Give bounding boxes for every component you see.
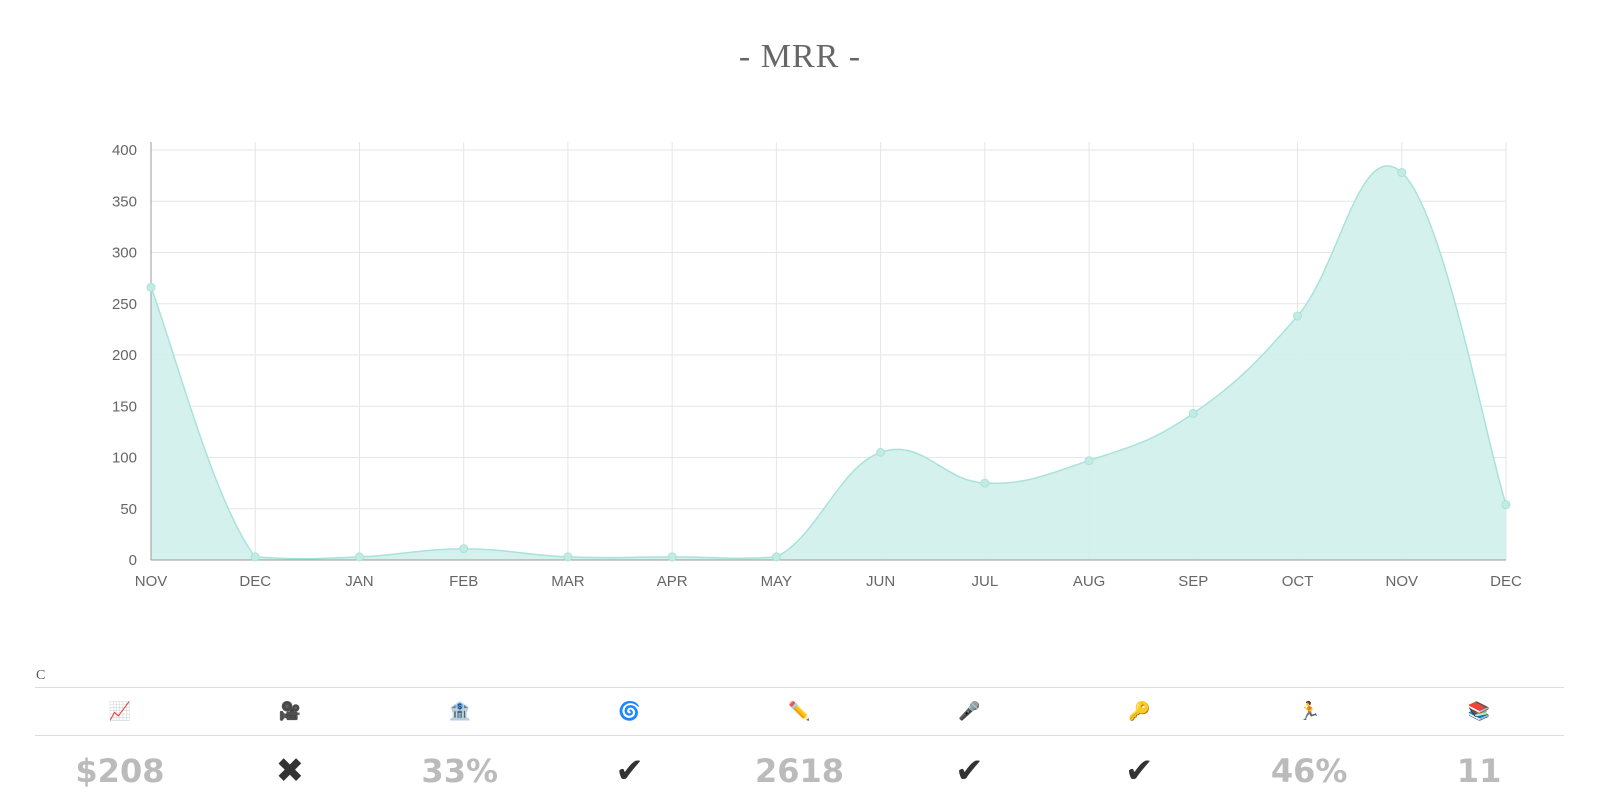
stat-value-books: 11 [1456,752,1502,790]
x-tick-label: APR [657,573,688,590]
x-tick-label: JUL [972,573,999,590]
data-point [1084,456,1094,466]
y-tick-label: 100 [112,450,137,467]
stat-cell: 🔑 [1054,702,1224,722]
x-tick-label: SEP [1178,573,1208,590]
stat-value-microphone: ✔ [955,751,984,791]
x-tick-label: DEC [239,573,271,590]
y-tick-label: 350 [112,193,137,210]
stat-cell: 🌀 [545,702,715,722]
stat-cell: 📚 [1394,702,1564,722]
stat-value-bank: 33% [421,752,499,790]
data-point [980,478,990,488]
stat-value-mrr: $208 [75,752,165,790]
y-tick-label: 200 [112,347,137,364]
stats-icon-row: 📈 🎥 🏦 🌀 ✏️ 🎤 🔑 🏃 📚 [35,688,1564,736]
mrr-chart: 0 50 100 150 200 250 300 350 400 NOV DEC JAN FEB MAR A… [112,142,1522,590]
stat-value-key: ✔ [1125,751,1154,791]
microphone-icon: 🎤 [958,700,981,721]
y-tick-label: 50 [120,501,137,518]
x-tick-label: MAY [761,573,792,590]
books-icon: 📚 [1467,700,1491,721]
data-point [1293,311,1303,321]
y-tick-label: 250 [112,296,137,313]
runner-icon: 🏃 [1297,700,1321,721]
y-tick-label: 0 [129,552,137,569]
data-point [1501,500,1511,510]
mrr-area [151,165,1506,560]
chart-increasing-icon: 📈 [108,700,132,721]
stat-cell: 🏦 [375,702,545,722]
data-point [146,282,156,292]
stat-cell: 🎥 [205,702,375,722]
chart-title: - MRR - [738,38,862,75]
x-tick-label: AUG [1073,573,1106,590]
x-tick-label: OCT [1282,573,1314,590]
data-point [1397,168,1407,178]
stats-value-row: $208 ✖ 33% ✔ 2618 ✔ ✔ 46% 11 [35,736,1564,806]
data-point [876,447,886,457]
x-tick-label: NOV [135,573,168,590]
cyclone-icon: 🌀 [618,700,641,721]
stat-cell: 🎤 [884,702,1054,722]
x-tick-label: FEB [449,573,478,590]
key-icon: 🔑 [1128,700,1151,721]
data-point [354,552,364,562]
stat-value-cyclone: ✔ [615,751,644,791]
stat-cell: ✏️ [715,702,885,722]
stat-value-video: ✖ [275,751,305,791]
section-letter: C [36,668,46,683]
x-tick-label: MAR [551,573,585,590]
data-point [563,552,573,562]
stat-value-pencil: 2618 [754,752,845,790]
pencil-icon: ✏️ [788,700,811,721]
y-tick-label: 400 [112,142,137,159]
x-tick-label: DEC [1490,573,1522,590]
y-tick-label: 150 [112,398,137,415]
x-tick-label: JUN [866,573,895,590]
movie-camera-icon: 🎥 [278,700,302,721]
data-point [771,552,781,562]
data-point [250,552,260,562]
y-tick-label: 300 [112,245,137,262]
x-tick-label: JAN [345,573,373,590]
data-point [1188,408,1198,418]
stat-value-runner: 46% [1270,752,1348,790]
bank-icon: 🏦 [448,700,471,721]
data-point [459,544,469,554]
stats-table: 📈 🎥 🏦 🌀 ✏️ 🎤 🔑 🏃 📚 $208 ✖ 33% ✔ 2618 ✔ ✔… [35,687,1564,806]
stat-cell: 📈 [35,702,205,722]
data-point [667,552,677,562]
stat-cell: 🏃 [1224,702,1394,722]
x-tick-label: NOV [1386,573,1419,590]
